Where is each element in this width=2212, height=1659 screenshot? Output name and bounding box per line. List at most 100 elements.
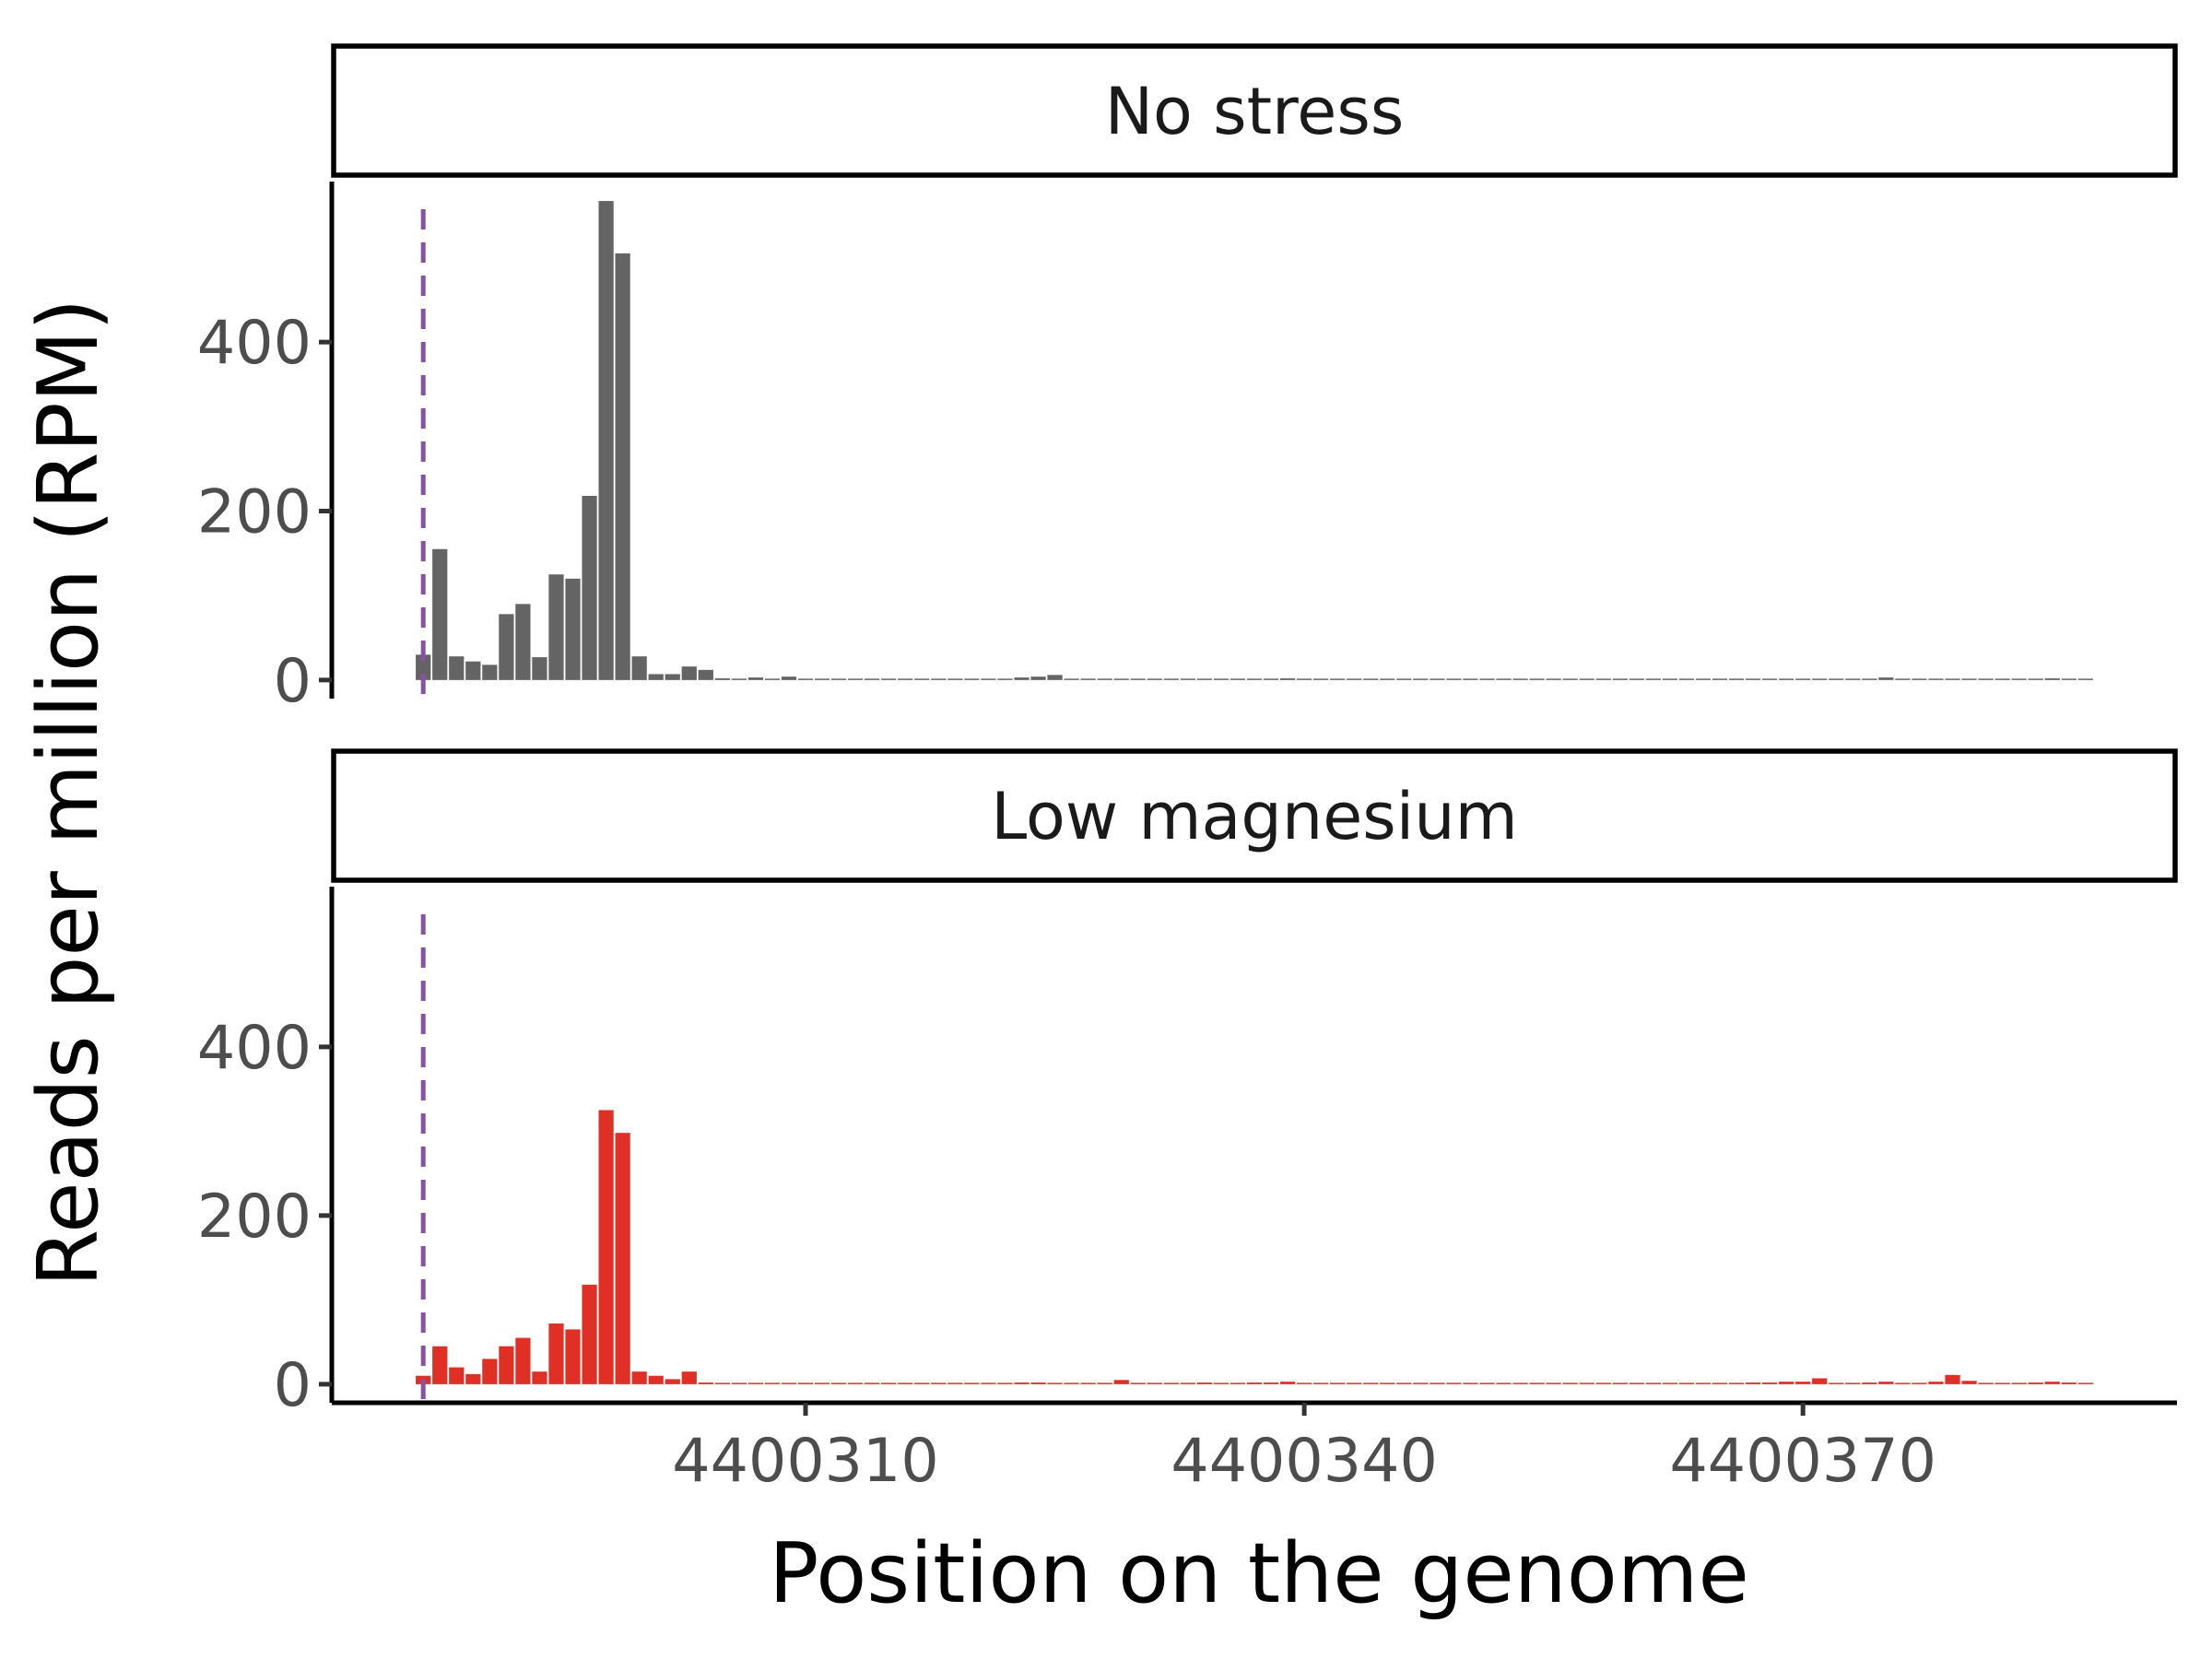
bar	[2028, 678, 2043, 680]
bar	[1662, 1382, 1678, 1384]
bar	[698, 669, 713, 680]
bar	[1430, 678, 1445, 680]
bar	[931, 1382, 947, 1384]
bar	[898, 1382, 913, 1384]
bar	[1562, 678, 1578, 680]
bar	[1163, 1382, 1179, 1384]
bar	[1180, 678, 1195, 680]
bar	[1645, 678, 1661, 680]
bar	[1912, 1382, 1927, 1384]
bar	[2011, 1382, 2027, 1384]
bar	[2028, 1382, 2043, 1384]
bar	[2044, 1382, 2060, 1384]
bar	[1479, 678, 1495, 680]
bar	[2077, 678, 2093, 680]
bar	[681, 666, 697, 680]
bar	[1912, 678, 1927, 680]
bar	[814, 678, 830, 680]
bar	[1479, 1382, 1495, 1384]
bar	[881, 1382, 897, 1384]
bar	[1928, 1382, 1944, 1384]
bar	[1463, 1382, 1478, 1384]
bar	[1496, 678, 1512, 680]
bar	[1080, 678, 1096, 680]
bar	[2061, 678, 2077, 680]
bar	[565, 578, 581, 680]
bar	[1762, 1382, 1778, 1384]
bar	[1662, 678, 1678, 680]
bar	[1512, 678, 1528, 680]
bar	[1728, 1382, 1745, 1384]
bar	[1196, 1382, 1213, 1384]
bar	[1279, 1382, 1296, 1384]
bar	[1313, 1382, 1329, 1384]
bar	[499, 1346, 514, 1384]
bar	[1246, 1382, 1263, 1384]
bar	[997, 1382, 1013, 1384]
bar	[582, 496, 597, 680]
bar	[631, 656, 647, 680]
bar	[1795, 1382, 1811, 1384]
bar	[1163, 678, 1179, 680]
bar	[797, 1382, 814, 1384]
bar	[1779, 678, 1794, 680]
bar	[565, 1329, 581, 1384]
bar	[865, 678, 880, 680]
bar	[1130, 1382, 1146, 1384]
bar	[1230, 1382, 1246, 1384]
y-tick-label: 200	[197, 1182, 312, 1252]
bar	[1829, 678, 1844, 680]
bar	[1230, 678, 1246, 680]
bar	[1546, 1382, 1561, 1384]
bar	[1612, 1382, 1628, 1384]
bar	[1629, 678, 1644, 680]
bar	[1313, 678, 1329, 680]
bar	[1562, 1382, 1578, 1384]
bar	[1113, 678, 1129, 680]
bar	[1014, 1382, 1030, 1384]
bar	[747, 677, 764, 680]
bar	[1678, 678, 1695, 680]
bar	[1928, 678, 1944, 680]
bar	[714, 1382, 730, 1384]
bar	[1330, 678, 1346, 680]
bar	[1279, 678, 1296, 680]
bar	[1380, 678, 1395, 680]
bar	[781, 1382, 797, 1384]
bar	[665, 674, 680, 680]
bar	[1978, 1382, 1994, 1384]
bar	[1180, 1382, 1195, 1384]
bar	[1330, 1382, 1346, 1384]
y-tick-label: 400	[197, 1014, 312, 1083]
bar	[665, 1379, 680, 1384]
bar	[1978, 678, 1994, 680]
bar	[731, 1382, 747, 1384]
bar	[1363, 678, 1379, 680]
bar	[432, 548, 448, 680]
bar	[964, 1382, 980, 1384]
bar	[1296, 678, 1312, 680]
bar	[1413, 1382, 1429, 1384]
bar	[1263, 1382, 1279, 1384]
bar	[1829, 1382, 1844, 1384]
y-tick-label: 0	[274, 1351, 312, 1420]
bar	[1961, 678, 1977, 680]
facet-strip-label: No stress	[1105, 74, 1405, 149]
bar	[1430, 1382, 1445, 1384]
bar	[532, 657, 547, 680]
bar	[1529, 678, 1545, 680]
bar	[465, 1373, 481, 1384]
bar	[1812, 678, 1828, 680]
x-tick-label: 4400310	[672, 1427, 939, 1496]
bar	[914, 1382, 930, 1384]
bar	[1878, 677, 1894, 680]
bar	[648, 674, 664, 680]
bar	[1030, 677, 1046, 680]
bar	[764, 1382, 781, 1384]
bar	[1064, 1382, 1079, 1384]
bar	[1994, 1382, 2010, 1384]
bar	[898, 678, 913, 680]
bar	[764, 678, 781, 680]
bar	[1762, 678, 1778, 680]
bar	[2061, 1382, 2077, 1384]
